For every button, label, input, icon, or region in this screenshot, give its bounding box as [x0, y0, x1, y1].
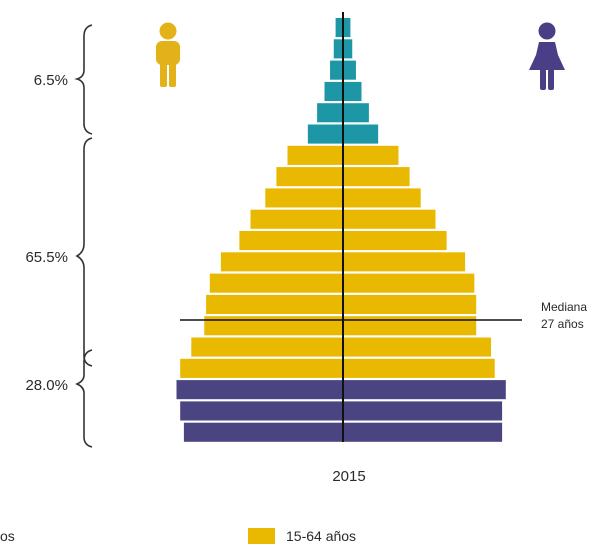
bracket-elderly: 6.5%: [34, 24, 93, 135]
legend-item-working-label: 15-64 años: [286, 528, 356, 544]
bar-female-13: [343, 167, 410, 187]
bracket-label-youth: 28.0%: [25, 377, 68, 394]
bar-female-19: [343, 39, 353, 59]
bracket-label-elderly: 6.5%: [34, 72, 68, 89]
bar-male-17: [324, 81, 343, 101]
bar-female-8: [343, 273, 475, 293]
legend-swatch-working: [248, 528, 275, 544]
bar-male-8: [209, 273, 343, 293]
bar-male-11: [250, 209, 343, 229]
bar-male-3: [176, 380, 343, 400]
bar-female-2: [343, 401, 503, 421]
bracket-working: 65.5%: [25, 137, 93, 367]
bar-male-5: [191, 337, 343, 357]
bracket-label-working: 65.5%: [25, 249, 68, 266]
legend-item-youth-label: os: [0, 528, 15, 544]
female-icon: [529, 22, 565, 90]
legend: os 15-64 años: [0, 528, 356, 544]
bar-female-3: [343, 380, 506, 400]
bar-male-12: [265, 188, 343, 208]
bracket-youth-curve: [74, 349, 93, 448]
bracket-working-curve: [75, 137, 93, 367]
bar-male-13: [276, 167, 343, 187]
bar-female-10: [343, 231, 447, 251]
bar-female-17: [343, 81, 362, 101]
bar-female-20: [343, 18, 351, 38]
year-label: 2015: [332, 468, 365, 485]
bar-male-15: [307, 124, 343, 144]
bar-female-11: [343, 209, 436, 229]
pyramid-bars: [176, 18, 506, 442]
bar-male-2: [180, 401, 343, 421]
bar-male-7: [206, 294, 343, 314]
bar-male-14: [287, 145, 343, 165]
bracket-elderly-curve: [74, 24, 93, 135]
bar-male-6: [204, 316, 343, 336]
bar-female-16: [343, 103, 369, 123]
bracket-youth: 28.0%: [25, 349, 93, 448]
bar-male-18: [330, 60, 343, 80]
bar-female-18: [343, 60, 356, 80]
bar-female-1: [343, 422, 503, 442]
bar-male-20: [335, 18, 343, 38]
bar-male-1: [183, 422, 343, 442]
bar-female-12: [343, 188, 421, 208]
male-icon: [156, 22, 180, 87]
bar-male-4: [180, 358, 343, 378]
bar-female-7: [343, 294, 477, 314]
bar-female-4: [343, 358, 495, 378]
bar-male-10: [239, 231, 343, 251]
median-label-line1: Mediana: [541, 300, 587, 314]
bar-male-16: [317, 103, 343, 123]
bar-female-9: [343, 252, 466, 272]
bar-female-6: [343, 316, 477, 336]
bar-male-19: [333, 39, 343, 59]
bar-female-14: [343, 145, 399, 165]
bar-female-5: [343, 337, 491, 357]
bar-female-15: [343, 124, 379, 144]
bar-male-9: [220, 252, 343, 272]
median-label-line2: 27 años: [541, 317, 584, 331]
